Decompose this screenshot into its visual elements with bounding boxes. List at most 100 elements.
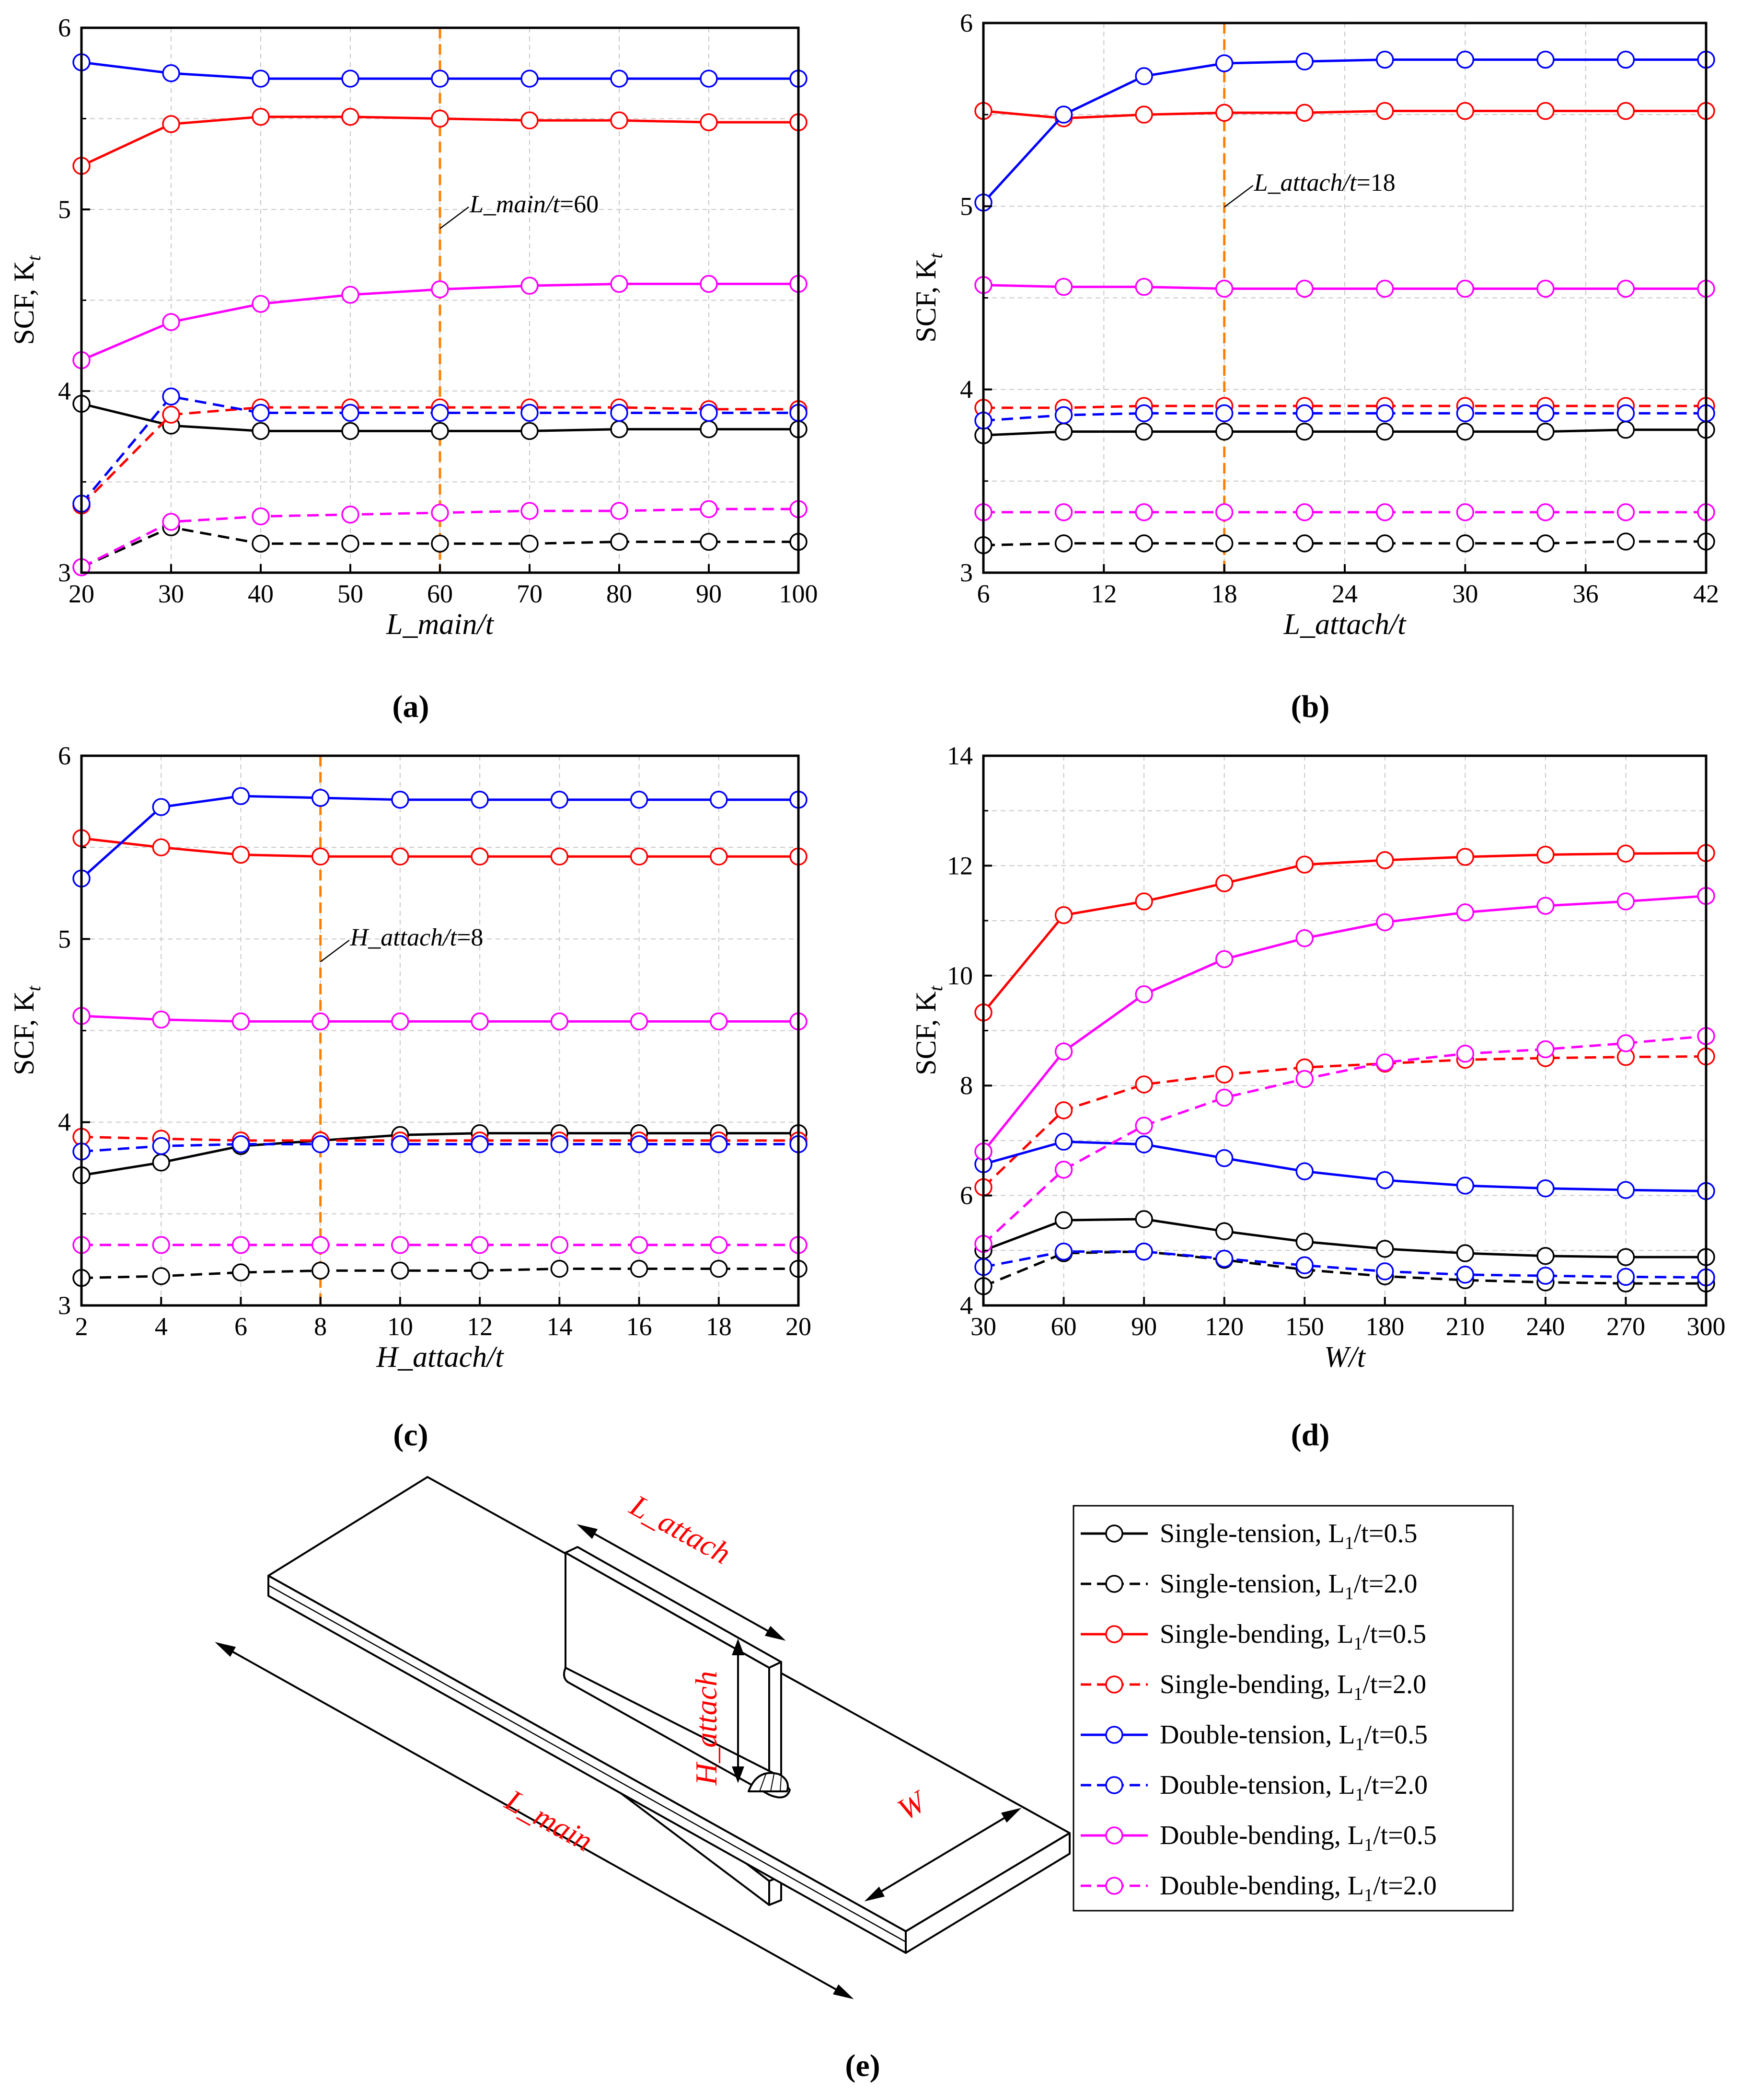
data-point-st20 <box>431 534 449 553</box>
y-tick-label: 4 <box>58 1108 71 1137</box>
data-point-db05 <box>252 295 270 313</box>
panel-label-d: (d) <box>1291 1418 1330 1453</box>
x-tick-label: 4 <box>155 1312 168 1341</box>
series-line-db05 <box>982 895 1707 1153</box>
x-axis-label: L_main/t <box>386 608 495 641</box>
data-point-dt05 <box>1536 1179 1555 1198</box>
y-axis-label-sub: t <box>925 985 947 991</box>
data-point-dt05 <box>1616 50 1635 69</box>
y-tick-label: 10 <box>947 961 973 990</box>
data-point-dt20 <box>1616 404 1635 423</box>
data-point-sb05 <box>1295 855 1314 874</box>
legend-text: Single-bending, L <box>1160 1619 1353 1649</box>
data-point-db20 <box>610 502 628 520</box>
data-point-db05 <box>1536 897 1555 915</box>
data-point-db05 <box>1376 913 1394 932</box>
y-tick-label: 3 <box>58 558 71 587</box>
l-attach-arrow <box>587 1529 776 1636</box>
data-point-db20 <box>341 505 359 524</box>
data-point-db05 <box>520 277 539 295</box>
data-point-sb05 <box>1616 844 1635 863</box>
data-point-sb05 <box>1376 851 1394 869</box>
x-tick-label: 30 <box>970 1312 996 1341</box>
series-line-dt05 <box>983 1140 1707 1192</box>
x-tick-label: 14 <box>546 1312 572 1341</box>
legend-sub: 1 <box>1345 1583 1354 1604</box>
data-point-st20 <box>231 1263 250 1281</box>
l-main-label: L_main <box>499 1783 598 1858</box>
data-point-st20 <box>1536 534 1555 553</box>
data-point-dt20 <box>1135 1242 1153 1261</box>
x-tick-label: 90 <box>1131 1312 1157 1341</box>
legend-label-db05: Double-bending, L1/t=0.5 <box>1160 1821 1437 1855</box>
data-point-dt05 <box>252 69 270 88</box>
x-tick-label: 270 <box>1606 1312 1645 1341</box>
data-point-db20 <box>1295 503 1314 521</box>
legend-tail: /t=2.0 <box>1362 1670 1426 1699</box>
series-line-dt20 <box>983 412 1706 422</box>
data-point-dt20 <box>700 404 718 422</box>
data-point-sb05 <box>630 847 648 866</box>
data-point-db05 <box>391 1012 409 1031</box>
legend-marker-st20 <box>1105 1575 1123 1593</box>
data-point-dt05 <box>1295 1162 1314 1180</box>
x-tick-label: 20 <box>69 579 94 608</box>
x-axis-label: H_attach/t <box>376 1341 504 1373</box>
plate-diagram <box>267 1476 1071 1954</box>
data-point-st05 <box>1376 422 1394 441</box>
y-tick-label: 3 <box>960 558 973 587</box>
x-tick-label: 30 <box>158 579 184 608</box>
data-point-db05 <box>1135 985 1153 1004</box>
data-point-sb05 <box>341 107 359 126</box>
data-point-db05 <box>610 275 628 293</box>
data-point-dt05 <box>152 798 170 816</box>
data-point-sb20 <box>1215 1065 1234 1084</box>
data-point-db20 <box>1536 1040 1555 1059</box>
l-attach-arrowhead-end <box>764 1626 786 1641</box>
legend-marker-st05 <box>1105 1524 1123 1543</box>
data-point-st20 <box>1054 534 1073 553</box>
legend-label-dt20: Double-tension, L1/t=2.0 <box>1160 1770 1428 1805</box>
data-point-dt20 <box>1054 1242 1073 1261</box>
legend-tail: /t=2.0 <box>1364 1770 1428 1800</box>
panel-label-e: (e) <box>845 2048 880 2083</box>
legend-tail: /t=0.5 <box>1364 1720 1428 1750</box>
series-line-sb05 <box>983 110 1706 120</box>
data-point-sb05 <box>252 107 270 126</box>
x-tick-label: 50 <box>337 579 363 608</box>
data-point-dt05 <box>520 69 539 88</box>
data-point-dt20 <box>341 404 359 422</box>
data-point-db05 <box>1456 903 1475 922</box>
data-point-st05 <box>700 420 718 438</box>
data-point-db05 <box>700 275 718 293</box>
data-point-db20 <box>1054 1160 1073 1179</box>
data-point-dt20 <box>520 404 539 422</box>
weld-hatch-2 <box>770 1774 774 1792</box>
data-point-dt05 <box>231 787 250 805</box>
data-point-dt05 <box>162 64 180 82</box>
legend-sub: 1 <box>1364 1835 1373 1855</box>
y-tick-label: 5 <box>960 192 973 220</box>
data-point-sb05 <box>1295 104 1314 122</box>
data-point-db05 <box>231 1012 250 1031</box>
data-point-st05 <box>1054 422 1073 441</box>
data-point-sb05 <box>162 115 180 133</box>
x-tick-label: 240 <box>1526 1312 1565 1341</box>
data-point-db20 <box>252 507 270 526</box>
data-point-dt20 <box>152 1137 170 1155</box>
legend-tail: /t=2.0 <box>1354 1569 1418 1599</box>
series-line-sb05 <box>982 852 1707 1014</box>
l-main-arrowhead-end <box>832 1984 854 1999</box>
legend-sub: 1 <box>1345 1533 1354 1553</box>
y-tick-label: 8 <box>960 1071 973 1100</box>
data-point-dt20 <box>1456 404 1475 423</box>
data-point-st20 <box>710 1259 728 1278</box>
data-point-db20 <box>1536 503 1555 521</box>
legend-text: Double-bending, L <box>1160 1821 1364 1850</box>
data-point-db20 <box>1456 1044 1475 1063</box>
reference-label: H_attach/t=8 <box>350 924 484 951</box>
data-point-sb20 <box>1135 1075 1153 1094</box>
x-tick-label: 100 <box>779 579 818 608</box>
panel-label-b: (b) <box>1291 689 1330 724</box>
data-point-st05 <box>1295 422 1314 441</box>
